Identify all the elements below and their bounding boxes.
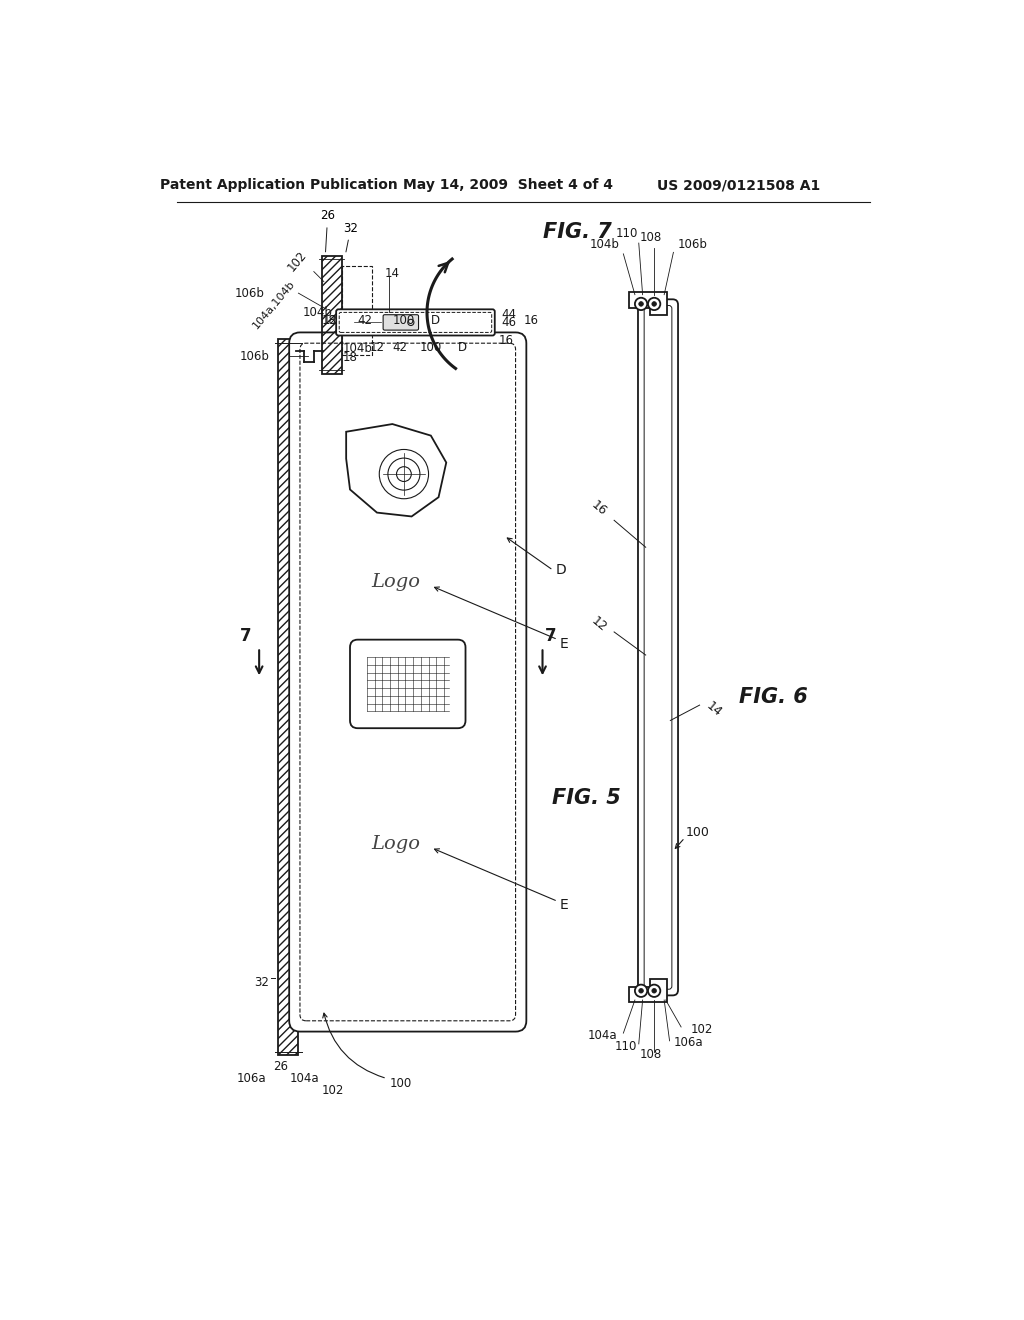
Polygon shape <box>629 979 668 1002</box>
Text: 16: 16 <box>589 499 608 519</box>
Text: 16: 16 <box>499 334 514 347</box>
Text: D: D <box>556 564 566 577</box>
Text: 100: 100 <box>392 314 415 326</box>
FancyBboxPatch shape <box>336 309 495 335</box>
Circle shape <box>635 985 647 997</box>
Text: 100: 100 <box>389 1077 412 1090</box>
Text: 12: 12 <box>370 341 384 354</box>
Text: FIG. 7: FIG. 7 <box>543 222 611 242</box>
Text: 104b: 104b <box>302 306 332 319</box>
FancyBboxPatch shape <box>638 300 678 995</box>
Text: 26: 26 <box>321 210 335 252</box>
Text: 102: 102 <box>690 1023 713 1036</box>
Text: 44: 44 <box>502 308 517 321</box>
Circle shape <box>652 302 656 306</box>
Text: 106a: 106a <box>237 1072 266 1085</box>
Text: May 14, 2009  Sheet 4 of 4: May 14, 2009 Sheet 4 of 4 <box>402 178 612 193</box>
Circle shape <box>648 298 660 310</box>
Text: 104a,104b: 104a,104b <box>251 279 297 331</box>
Text: Logo: Logo <box>372 573 421 591</box>
Text: 104b: 104b <box>589 239 620 252</box>
Text: 106b: 106b <box>677 239 708 252</box>
Text: D: D <box>458 341 467 354</box>
Text: US 2009/0121508 A1: US 2009/0121508 A1 <box>657 178 820 193</box>
Circle shape <box>648 985 660 997</box>
Text: 12: 12 <box>323 314 338 326</box>
Text: 26: 26 <box>273 1060 288 1073</box>
Text: 12: 12 <box>589 614 608 635</box>
Text: 104a: 104a <box>588 1028 617 1041</box>
Polygon shape <box>629 293 668 315</box>
Text: 102: 102 <box>322 1084 344 1097</box>
Text: 42: 42 <box>357 314 373 326</box>
Text: 106b: 106b <box>234 286 264 300</box>
Text: 18: 18 <box>322 314 337 326</box>
Text: 18: 18 <box>343 351 358 364</box>
Text: 102: 102 <box>285 248 309 273</box>
Text: 32: 32 <box>254 975 268 989</box>
Text: 100: 100 <box>419 341 441 354</box>
Text: FIG. 5: FIG. 5 <box>552 788 621 808</box>
FancyBboxPatch shape <box>289 333 526 1032</box>
Text: 7: 7 <box>240 627 251 644</box>
Text: 104a: 104a <box>290 1072 319 1085</box>
FancyBboxPatch shape <box>383 314 419 330</box>
Circle shape <box>635 298 647 310</box>
Circle shape <box>639 989 643 993</box>
Circle shape <box>652 989 656 993</box>
Text: Logo: Logo <box>372 834 421 853</box>
Text: 16: 16 <box>523 314 539 326</box>
Text: Patent Application Publication: Patent Application Publication <box>160 178 397 193</box>
Text: 46: 46 <box>502 315 517 329</box>
Text: 7: 7 <box>545 627 556 644</box>
Circle shape <box>639 302 643 306</box>
Text: 14: 14 <box>703 698 724 719</box>
Text: E: E <box>559 899 568 912</box>
Text: 106a: 106a <box>674 1036 703 1049</box>
Text: 100: 100 <box>686 826 710 840</box>
Text: 104b: 104b <box>343 342 373 355</box>
Text: 14: 14 <box>385 268 399 280</box>
Text: 32: 32 <box>343 222 358 252</box>
Text: 106b: 106b <box>240 350 269 363</box>
Text: 110: 110 <box>614 1040 637 1053</box>
Text: 108: 108 <box>639 1048 662 1061</box>
Text: E: E <box>559 636 568 651</box>
FancyBboxPatch shape <box>350 640 466 729</box>
Text: D: D <box>431 314 440 326</box>
Text: 108: 108 <box>639 231 662 244</box>
Text: 42: 42 <box>392 341 408 354</box>
Text: 110: 110 <box>616 227 638 240</box>
Text: FIG. 6: FIG. 6 <box>739 688 808 708</box>
